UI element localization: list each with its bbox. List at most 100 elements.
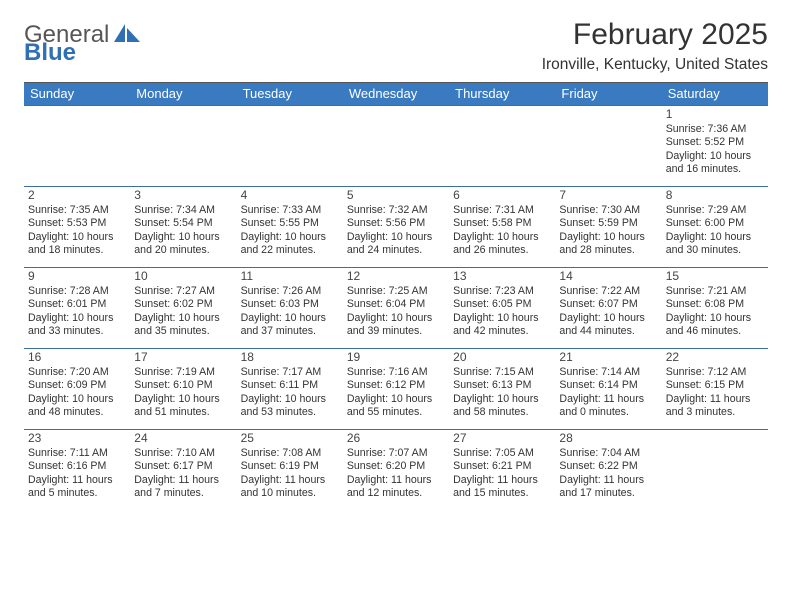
day-cell: 15Sunrise: 7:21 AMSunset: 6:08 PMDayligh… [662, 268, 768, 348]
daylight-line: Daylight: 10 hours and 58 minutes. [453, 393, 551, 420]
day-number: 18 [241, 351, 339, 365]
daylight-line: Daylight: 10 hours and 46 minutes. [666, 312, 764, 339]
day-cell: 21Sunrise: 7:14 AMSunset: 6:14 PMDayligh… [555, 349, 661, 429]
daylight-line: Daylight: 10 hours and 37 minutes. [241, 312, 339, 339]
day-of-week-row: SundayMondayTuesdayWednesdayThursdayFrid… [24, 83, 768, 105]
sunset-line: Sunset: 6:19 PM [241, 460, 339, 474]
sunset-line: Sunset: 6:11 PM [241, 379, 339, 393]
daylight-line: Daylight: 11 hours and 10 minutes. [241, 474, 339, 501]
sunrise-line: Sunrise: 7:23 AM [453, 285, 551, 299]
day-number: 14 [559, 270, 657, 284]
title-block: February 2025 Ironville, Kentucky, Unite… [542, 18, 768, 74]
sunset-line: Sunset: 6:02 PM [134, 298, 232, 312]
day-number: 23 [28, 432, 126, 446]
week-row: 9Sunrise: 7:28 AMSunset: 6:01 PMDaylight… [24, 267, 768, 348]
sunrise-line: Sunrise: 7:26 AM [241, 285, 339, 299]
sail-icon [114, 24, 140, 42]
day-cell: 26Sunrise: 7:07 AMSunset: 6:20 PMDayligh… [343, 430, 449, 510]
day-number: 27 [453, 432, 551, 446]
sunrise-line: Sunrise: 7:36 AM [666, 123, 764, 137]
day-number: 24 [134, 432, 232, 446]
sunset-line: Sunset: 6:21 PM [453, 460, 551, 474]
daylight-line: Daylight: 11 hours and 12 minutes. [347, 474, 445, 501]
day-number: 26 [347, 432, 445, 446]
day-cell: 25Sunrise: 7:08 AMSunset: 6:19 PMDayligh… [237, 430, 343, 510]
sunrise-line: Sunrise: 7:30 AM [559, 204, 657, 218]
sunrise-line: Sunrise: 7:08 AM [241, 447, 339, 461]
day-number: 7 [559, 189, 657, 203]
daylight-line: Daylight: 10 hours and 35 minutes. [134, 312, 232, 339]
daylight-line: Daylight: 10 hours and 53 minutes. [241, 393, 339, 420]
day-cell: 4Sunrise: 7:33 AMSunset: 5:55 PMDaylight… [237, 187, 343, 267]
empty-day-cell [130, 106, 236, 186]
sunrise-line: Sunrise: 7:35 AM [28, 204, 126, 218]
daylight-line: Daylight: 10 hours and 18 minutes. [28, 231, 126, 258]
day-number: 4 [241, 189, 339, 203]
daylight-line: Daylight: 10 hours and 51 minutes. [134, 393, 232, 420]
sunset-line: Sunset: 6:14 PM [559, 379, 657, 393]
empty-day-cell [449, 106, 555, 186]
day-cell: 6Sunrise: 7:31 AMSunset: 5:58 PMDaylight… [449, 187, 555, 267]
sunset-line: Sunset: 6:04 PM [347, 298, 445, 312]
day-cell: 5Sunrise: 7:32 AMSunset: 5:56 PMDaylight… [343, 187, 449, 267]
sunrise-line: Sunrise: 7:31 AM [453, 204, 551, 218]
sunset-line: Sunset: 6:22 PM [559, 460, 657, 474]
week-row: 16Sunrise: 7:20 AMSunset: 6:09 PMDayligh… [24, 348, 768, 429]
daylight-line: Daylight: 10 hours and 48 minutes. [28, 393, 126, 420]
daylight-line: Daylight: 10 hours and 28 minutes. [559, 231, 657, 258]
sunset-line: Sunset: 6:03 PM [241, 298, 339, 312]
daylight-line: Daylight: 10 hours and 20 minutes. [134, 231, 232, 258]
sunset-line: Sunset: 5:52 PM [666, 136, 764, 150]
day-number: 6 [453, 189, 551, 203]
dow-cell: Sunday [24, 83, 130, 105]
sunset-line: Sunset: 6:00 PM [666, 217, 764, 231]
day-cell: 1Sunrise: 7:36 AMSunset: 5:52 PMDaylight… [662, 106, 768, 186]
sunset-line: Sunset: 6:07 PM [559, 298, 657, 312]
week-row: 23Sunrise: 7:11 AMSunset: 6:16 PMDayligh… [24, 429, 768, 510]
daylight-line: Daylight: 11 hours and 17 minutes. [559, 474, 657, 501]
logo-word-2: Blue [24, 39, 76, 66]
day-cell: 16Sunrise: 7:20 AMSunset: 6:09 PMDayligh… [24, 349, 130, 429]
sunrise-line: Sunrise: 7:14 AM [559, 366, 657, 380]
day-number: 9 [28, 270, 126, 284]
sunrise-line: Sunrise: 7:15 AM [453, 366, 551, 380]
sunset-line: Sunset: 5:56 PM [347, 217, 445, 231]
sunset-line: Sunset: 6:16 PM [28, 460, 126, 474]
logo-text-block: General Blue [24, 22, 140, 71]
day-cell: 18Sunrise: 7:17 AMSunset: 6:11 PMDayligh… [237, 349, 343, 429]
sunset-line: Sunset: 6:13 PM [453, 379, 551, 393]
sunrise-line: Sunrise: 7:07 AM [347, 447, 445, 461]
sunset-line: Sunset: 6:12 PM [347, 379, 445, 393]
day-cell: 19Sunrise: 7:16 AMSunset: 6:12 PMDayligh… [343, 349, 449, 429]
daylight-line: Daylight: 10 hours and 42 minutes. [453, 312, 551, 339]
day-number: 3 [134, 189, 232, 203]
day-number: 12 [347, 270, 445, 284]
dow-cell: Monday [130, 83, 236, 105]
day-number: 16 [28, 351, 126, 365]
day-cell: 11Sunrise: 7:26 AMSunset: 6:03 PMDayligh… [237, 268, 343, 348]
header-row: General Blue February 2025 Ironville, Ke… [24, 18, 768, 74]
sunrise-line: Sunrise: 7:17 AM [241, 366, 339, 380]
sunrise-line: Sunrise: 7:33 AM [241, 204, 339, 218]
calendar-page: General Blue February 2025 Ironville, Ke… [0, 0, 792, 510]
sunrise-line: Sunrise: 7:28 AM [28, 285, 126, 299]
sunset-line: Sunset: 6:08 PM [666, 298, 764, 312]
sunset-line: Sunset: 6:10 PM [134, 379, 232, 393]
sunrise-line: Sunrise: 7:19 AM [134, 366, 232, 380]
day-number: 13 [453, 270, 551, 284]
day-number: 20 [453, 351, 551, 365]
sunset-line: Sunset: 5:58 PM [453, 217, 551, 231]
dow-cell: Wednesday [343, 83, 449, 105]
day-cell: 17Sunrise: 7:19 AMSunset: 6:10 PMDayligh… [130, 349, 236, 429]
sunset-line: Sunset: 6:20 PM [347, 460, 445, 474]
sunrise-line: Sunrise: 7:32 AM [347, 204, 445, 218]
sunset-line: Sunset: 5:53 PM [28, 217, 126, 231]
day-number: 8 [666, 189, 764, 203]
sunrise-line: Sunrise: 7:25 AM [347, 285, 445, 299]
day-cell: 20Sunrise: 7:15 AMSunset: 6:13 PMDayligh… [449, 349, 555, 429]
day-cell: 9Sunrise: 7:28 AMSunset: 6:01 PMDaylight… [24, 268, 130, 348]
daylight-line: Daylight: 11 hours and 7 minutes. [134, 474, 232, 501]
daylight-line: Daylight: 10 hours and 44 minutes. [559, 312, 657, 339]
day-number: 15 [666, 270, 764, 284]
day-cell: 24Sunrise: 7:10 AMSunset: 6:17 PMDayligh… [130, 430, 236, 510]
